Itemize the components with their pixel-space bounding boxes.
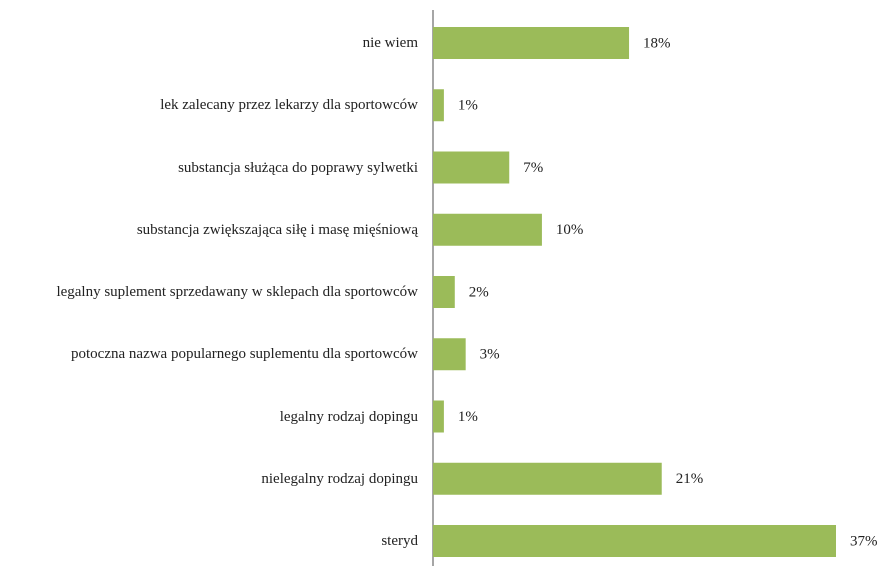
bar (433, 462, 662, 495)
bar (433, 338, 466, 371)
value-label: 1% (458, 98, 478, 114)
category-label: nielegalny rodzaj dopingu (261, 470, 418, 487)
value-label: 10% (556, 222, 584, 238)
bar (433, 89, 444, 122)
value-label: 7% (523, 160, 543, 176)
category-label: lek zalecany przez lekarzy dla sportowcó… (160, 97, 418, 114)
value-label: 37% (850, 533, 878, 549)
category-label: potoczna nazwa popularnego suplementu dl… (71, 346, 418, 363)
bar (433, 213, 542, 246)
category-label: nie wiem (362, 35, 418, 51)
value-label: 21% (676, 471, 704, 487)
bar (433, 151, 510, 184)
category-label: legalny rodzaj dopingu (279, 408, 418, 425)
category-label: steryd (381, 533, 418, 549)
value-label: 1% (458, 409, 478, 425)
category-label: substancja służąca do poprawy sylwetki (178, 159, 418, 176)
value-label: 18% (643, 35, 671, 51)
bar (433, 276, 455, 308)
bar (433, 525, 836, 557)
value-label: 3% (480, 347, 500, 363)
bar (433, 400, 444, 433)
category-label: substancja zwiększająca siłę i masę mięś… (136, 221, 418, 238)
bar (433, 27, 630, 59)
category-label: legalny suplement sprzedawany w sklepach… (56, 284, 418, 300)
value-label: 2% (469, 284, 489, 300)
